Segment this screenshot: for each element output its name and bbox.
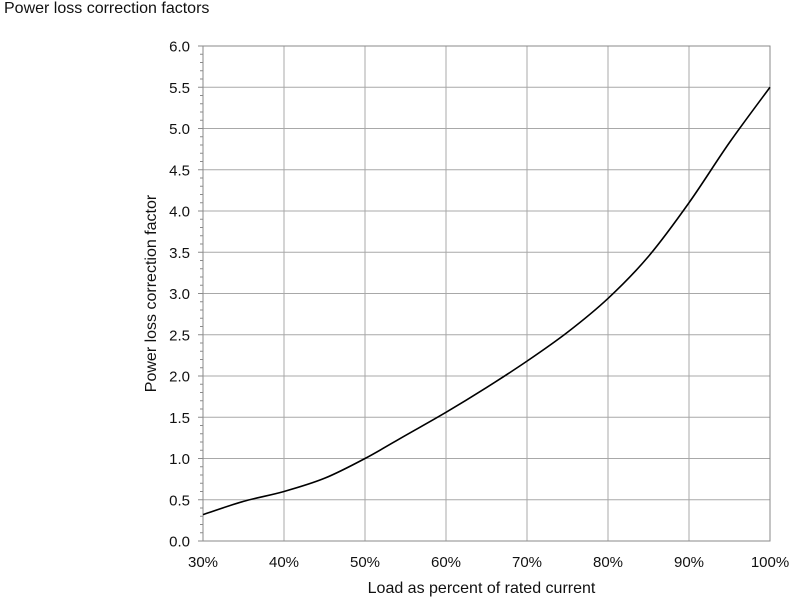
- x-tick-label: 40%: [269, 554, 299, 571]
- x-tick-label: 80%: [593, 554, 623, 571]
- y-tick-label: 4.0: [169, 204, 190, 221]
- y-tick-label: 3.5: [169, 245, 190, 262]
- y-tick-label: 1.0: [169, 451, 190, 468]
- x-tick-label: 90%: [674, 554, 704, 571]
- x-tick-label: 50%: [350, 554, 380, 571]
- chart-title: Power loss correction factors: [4, 0, 210, 17]
- y-tick-label: 2.5: [169, 327, 190, 344]
- y-minor-ticks: [198, 45, 203, 542]
- x-tick-label: 60%: [431, 554, 461, 571]
- y-tick-label: 5.0: [169, 121, 190, 138]
- y-tick-label: 5.5: [169, 80, 190, 97]
- grid-lines: [202, 45, 771, 542]
- y-tick-labels: 0.0 0.5 1.0 1.5 2.0 2.5 3.0 3.5 4.0 4.5 5.0 5.5 6.0: [169, 39, 190, 551]
- x-tick-label: 70%: [512, 554, 542, 571]
- y-tick-label: 3.0: [169, 286, 190, 303]
- plot-area-frame: [202, 45, 771, 542]
- y-tick-label: 2.0: [169, 369, 190, 386]
- y-axis-label: Power loss correction factor: [143, 194, 160, 392]
- x-axis-label: Load as percent of rated current: [368, 580, 596, 597]
- y-tick-label: 6.0: [169, 39, 190, 56]
- y-tick-label: 1.5: [169, 410, 190, 427]
- y-tick-label: 0.0: [169, 534, 190, 551]
- y-tick-label: 0.5: [169, 492, 190, 509]
- x-tick-label: 100%: [751, 554, 789, 571]
- x-tick-labels: 30% 40% 50% 60% 70% 80% 90% 100%: [188, 554, 789, 571]
- series-line: [202, 86, 771, 516]
- x-tick-label: 30%: [188, 554, 218, 571]
- y-tick-label: 4.5: [169, 162, 190, 179]
